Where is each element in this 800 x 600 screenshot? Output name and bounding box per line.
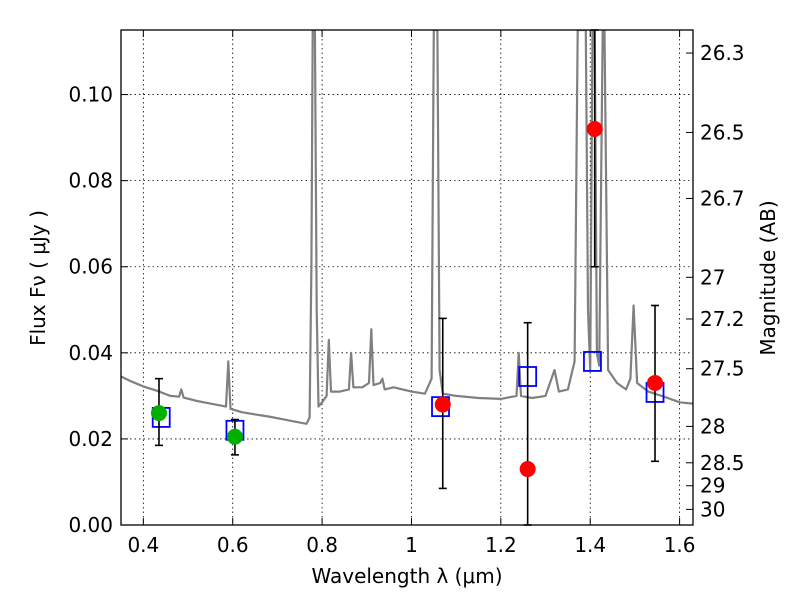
right-tick-label: 30 xyxy=(700,497,725,521)
x-tick-label: 0.4 xyxy=(127,533,159,557)
x-axis-label: Wavelength λ (μm) xyxy=(311,564,502,588)
x-tick-label: 0.6 xyxy=(217,533,249,557)
x-axis: 0.4 0.6 0.8 1 1.2 1.4 1.6 xyxy=(127,30,696,557)
right-tick-label: 28.5 xyxy=(700,451,745,475)
y-tick-label: 0.04 xyxy=(68,341,113,365)
green-data-point xyxy=(226,428,243,445)
red-data-point xyxy=(434,396,451,413)
x-tick-label: 1.6 xyxy=(664,533,696,557)
y-tick-label: 0.00 xyxy=(68,513,113,537)
right-tick-label: 26.5 xyxy=(700,120,745,144)
plot-background xyxy=(121,30,693,525)
y-tick-label: 0.02 xyxy=(68,427,113,451)
right-axis-label: Magnitude (AB) xyxy=(756,200,780,355)
right-tick-label: 26.3 xyxy=(700,41,745,65)
x-tick-label: 0.8 xyxy=(306,533,338,557)
right-tick-label: 27 xyxy=(700,265,725,289)
x-tick-label: 1 xyxy=(405,533,418,557)
y-axis-label: Flux Fν ( μJy ) xyxy=(26,210,50,346)
error-bars xyxy=(150,29,664,526)
right-tick-label: 29 xyxy=(700,474,725,498)
right-tick-label: 26.7 xyxy=(700,186,745,210)
green-data-point xyxy=(150,405,167,422)
spectrum-line xyxy=(121,30,693,425)
right-tick-label: 27.2 xyxy=(700,307,745,331)
grid xyxy=(121,30,693,525)
x-tick-label: 1.2 xyxy=(485,533,517,557)
red-data-point xyxy=(586,121,603,137)
right-tick-label: 28 xyxy=(700,414,725,438)
y-tick-label: 0.06 xyxy=(68,255,113,279)
y-axis: 0.00 0.02 0.04 0.06 0.08 0.10 xyxy=(68,83,128,537)
x-tick-label: 1.4 xyxy=(574,533,606,557)
y-tick-label: 0.08 xyxy=(68,169,113,193)
model-box-marker xyxy=(583,351,602,372)
red-data-point xyxy=(647,374,664,391)
right-tick-label: 27.5 xyxy=(700,357,745,381)
red-data-point xyxy=(519,461,536,478)
y-tick-label: 0.10 xyxy=(68,83,113,107)
